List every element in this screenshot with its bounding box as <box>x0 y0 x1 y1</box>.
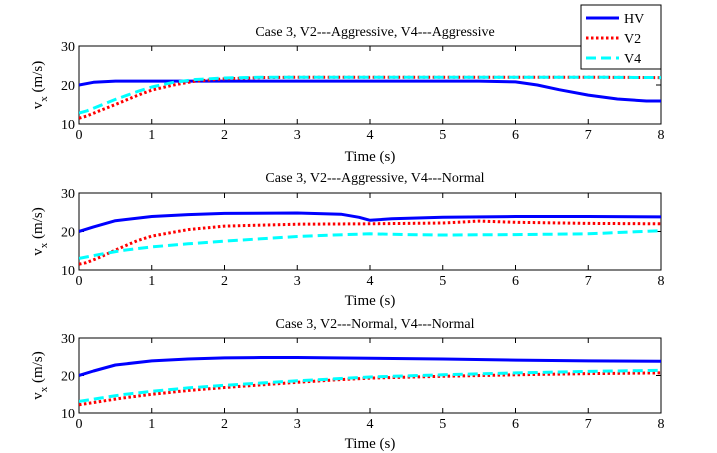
x-tick-label: 8 <box>658 274 665 289</box>
y-tick-label: 10 <box>61 407 75 422</box>
y-axis-label: vx (m/s) <box>30 61 50 109</box>
x-tick-label: 1 <box>148 274 155 289</box>
series-line-hv <box>79 79 661 103</box>
x-tick-label: 0 <box>76 128 83 143</box>
x-tick-label: 7 <box>585 274 592 289</box>
x-tick-label: 2 <box>221 128 228 143</box>
x-tick-label: 0 <box>76 417 83 432</box>
chart-title: Case 3, V2---Aggressive, V4---Normal <box>265 171 484 186</box>
chart-panel-3: 0 1 2 3 4 5 6 7 8 10 20 30 Case 3, V2---Normal, V4--… <box>30 317 665 452</box>
y-tick-label: 30 <box>61 332 75 347</box>
x-tick-label: 5 <box>439 417 446 432</box>
series-line-v4 <box>79 75 661 115</box>
y-tick-label: 20 <box>61 370 75 385</box>
series-line-v4 <box>79 229 661 260</box>
x-tick-label: 7 <box>585 128 592 143</box>
y-tick-label: 10 <box>61 264 75 279</box>
x-tick-label: 4 <box>367 274 374 289</box>
series-line-hv <box>79 211 661 233</box>
y-tick-label: 30 <box>61 40 75 55</box>
y-tick-label: 30 <box>61 187 75 202</box>
x-tick-label: 2 <box>221 274 228 289</box>
x-tick-label: 6 <box>512 128 519 143</box>
x-tick-label: 3 <box>294 417 301 432</box>
legend-label-v4: V4 <box>624 52 641 67</box>
x-tick-label: 2 <box>221 417 228 432</box>
chart-title: Case 3, V2---Aggressive, V4---Aggressive <box>255 25 494 40</box>
series-line-v4 <box>79 368 661 403</box>
chart-panel-1: 0 1 2 3 4 5 6 7 8 10 20 30 Case 3, V2---Aggressive, … <box>30 4 665 165</box>
x-axis-label: Time (s) <box>345 293 396 309</box>
x-tick-label: 3 <box>294 128 301 143</box>
chart-panel-2: 0 1 2 3 4 5 6 7 8 10 20 30 Case 3, V2---Aggressive, … <box>30 171 665 309</box>
x-tick-label: 4 <box>367 128 374 143</box>
legend-label-v2: V2 <box>624 32 641 47</box>
x-tick-label: 1 <box>148 128 155 143</box>
x-axis-label: Time (s) <box>345 436 396 452</box>
series-line-v2 <box>79 219 661 266</box>
x-tick-label: 0 <box>76 274 83 289</box>
y-tick-label: 20 <box>61 226 75 241</box>
x-tick-label: 5 <box>439 128 446 143</box>
x-tick-label: 3 <box>294 274 301 289</box>
y-tick-label: 10 <box>61 118 75 133</box>
legend-label-hv: HV <box>624 12 644 27</box>
y-tick-label: 20 <box>61 79 75 94</box>
x-tick-label: 5 <box>439 274 446 289</box>
x-axis-label: Time (s) <box>345 149 396 165</box>
plot-frame <box>78 192 662 271</box>
series-line-hv <box>79 356 661 377</box>
y-axis-label: vx (m/s) <box>30 351 50 399</box>
legend: HV V2 V4 <box>580 4 662 70</box>
chart-title: Case 3, V2---Normal, V4---Normal <box>276 317 475 332</box>
x-tick-label: 6 <box>512 417 519 432</box>
y-axis-label: vx (m/s) <box>30 207 50 255</box>
x-tick-label: 8 <box>658 417 665 432</box>
series-line-v2 <box>79 371 661 407</box>
x-tick-label: 1 <box>148 417 155 432</box>
x-tick-label: 7 <box>585 417 592 432</box>
x-tick-label: 4 <box>367 417 374 432</box>
x-tick-label: 6 <box>512 274 519 289</box>
x-tick-label: 8 <box>658 128 665 143</box>
